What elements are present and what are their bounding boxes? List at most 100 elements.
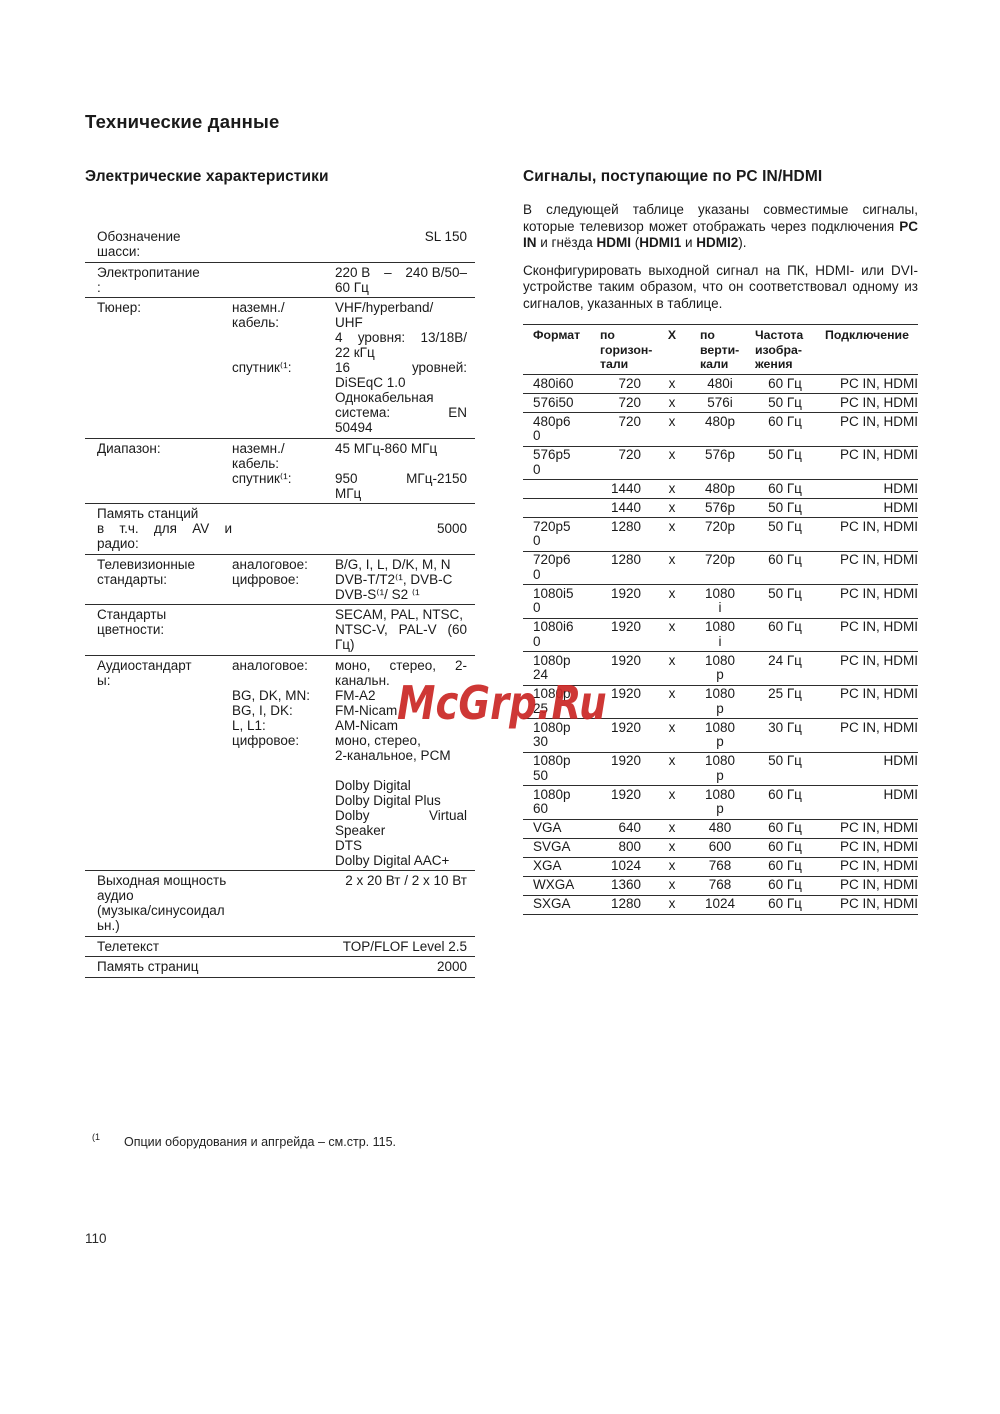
text-line: 60 Гц (768, 839, 802, 854)
table-cell-label: Тюнер: (85, 300, 232, 435)
format-value: 576i50 (533, 394, 574, 410)
table-cell-x: x (653, 619, 691, 649)
text-line: Однокабельная (335, 390, 434, 405)
text-line: PC IN, HDMI (839, 686, 918, 701)
table-cell-frequency: 50 Гц (749, 586, 821, 616)
table-cell-x: x (653, 753, 691, 783)
text-line: 4 уровня: 13/18В/ (335, 330, 467, 345)
table-cell-x: x (653, 552, 691, 582)
table-cell-frequency: 60 Гц (749, 839, 821, 855)
table-row: 1080p25 1920 x 1080p 25 Гц PC IN, HDMI (523, 686, 918, 719)
text-line: x (668, 552, 676, 567)
text-line: SECAM, PAL, NTSC, (335, 607, 464, 622)
table-cell-horizontal: 1920 (585, 619, 653, 649)
text-line: 60 Гц (768, 375, 802, 391)
text-line: 720 (618, 375, 641, 391)
text-line: 2-канальное, PCM (335, 747, 451, 763)
text-line: TOP/FLOF Level 2.5 (342, 938, 467, 954)
text-line: цифровое: (232, 732, 300, 748)
table-cell-frequency: 60 Гц (749, 858, 821, 874)
text-line: 1920 (610, 753, 641, 768)
text-line: моно, стерео, 2- (335, 657, 467, 673)
text-line: x (668, 652, 676, 668)
text-line: 5000 (436, 521, 467, 536)
text-line (232, 330, 335, 345)
text-line: наземн./ (232, 440, 285, 456)
text-line: 60 Гц (335, 279, 369, 295)
table-cell-x: x (653, 786, 691, 817)
table-cell-x: x (653, 652, 691, 683)
table-cell-vertical: 1024 (691, 896, 749, 912)
table-cell-format: WXGA (523, 877, 585, 893)
text-line: x (668, 394, 676, 410)
text-line: 220 В –240 В/50– (335, 264, 467, 280)
text-line: VHF/hyperband/ (335, 300, 434, 315)
text-line: Частота (755, 328, 804, 342)
vertical-value: 600 (708, 839, 732, 854)
vertical-value: 768 (708, 858, 732, 873)
format-value: 576p50 (533, 447, 571, 477)
table-cell-x: x (653, 896, 691, 912)
text-line: Диапазон: (97, 440, 161, 456)
text-line: BG, I, DK: (232, 702, 293, 718)
table-cell-sublabel (232, 506, 335, 551)
format-value: WXGA (533, 877, 575, 892)
table-cell-x: x (653, 858, 691, 874)
table-cell-value: моно, стерео, 2- канальн. FM-A2 FM-Nicam AM-Ni… (335, 658, 475, 868)
table-cell-horizontal: 1920 (585, 653, 653, 683)
table-cell-vertical: 576p (691, 499, 749, 516)
text-line: L, L1: (232, 717, 266, 733)
table-row: 1080i60 1920 x 1080i 60 Гц PC IN, HDMI (523, 619, 918, 652)
bold-text-segment: PC IN (523, 218, 918, 251)
table-cell-format: 1080p50 (523, 753, 585, 783)
text-line: x (668, 786, 676, 802)
table-row: VGA 640 x 480 60 Гц PC IN, HDMI (523, 820, 918, 839)
text-line: Стандарты (97, 607, 167, 622)
table-cell-format (523, 501, 585, 516)
text-line: 640 (618, 820, 641, 835)
table-cell-vertical: 576i (691, 395, 749, 411)
table-row: Телетекст TOP/FLOF Level 2.5 (85, 937, 475, 957)
right-section-heading: Сигналы, поступающие по PC IN/HDMI (523, 168, 823, 185)
table-cell-label: Выходная мощность аудио (музыка/синусоидал… (85, 873, 335, 933)
table-row: Тюнер: наземн./кабель: спутник⁽¹: VHF/hype… (85, 298, 475, 439)
table-cell-x: x (653, 481, 691, 497)
text-line: ьн.) (97, 918, 120, 933)
format-value: SXGA (533, 896, 571, 911)
column-header: Подключение (821, 328, 918, 372)
table-cell-horizontal: 1360 (585, 877, 653, 893)
text-line: 1920 (610, 719, 641, 735)
table-cell-value: 220 В –240 В/50– 60 Гц (335, 265, 475, 295)
column-header: Частота изобра-жения (749, 328, 821, 372)
table-cell-x: x (653, 686, 691, 716)
text-segment: ( (630, 235, 640, 250)
vertical-value: 720p (704, 552, 736, 567)
text-line: ы: (97, 672, 111, 688)
table-cell-format: 1080i60 (523, 619, 585, 649)
table-cell-frequency: 60 Гц (749, 375, 821, 392)
text-line: 1920 (610, 786, 641, 802)
text-line: B/G, I, L, D/K, M, N (335, 556, 451, 572)
text-line: 60 Гц (768, 858, 802, 873)
table-cell-value: B/G, I, L, D/K, M, N DVB-T/T2⁽¹, DVB-C DVB… (335, 557, 475, 602)
vertical-value: 576p (704, 447, 736, 462)
vertical-value: 576p (704, 499, 736, 515)
table-cell-frequency: 60 Гц (749, 414, 821, 444)
text-line: 24 Гц (768, 652, 802, 668)
text-line: FM-Nicam (335, 702, 398, 718)
text-line: 50 Гц (768, 499, 802, 515)
text-line: x (668, 585, 676, 601)
table-cell-format (523, 482, 585, 497)
vertical-value: 768 (708, 877, 732, 892)
table-row: 1080p60 1920 x 1080p 60 Гц HDMI (523, 786, 918, 820)
table-cell-format: 480i60 (523, 376, 585, 392)
table-cell-connection: PC IN, HDMI (821, 552, 918, 582)
vertical-value: 1080p (704, 753, 736, 783)
table-row: Электропитание: 220 В –240 В/50– 60 Гц (85, 263, 475, 298)
table-cell-value: SECAM, PAL, NTSC, NTSC-V, PAL-V (60 Гц) (335, 607, 475, 652)
text-line: x (668, 619, 676, 634)
text-line: SL 150 (424, 229, 467, 244)
text-line: жения (755, 357, 793, 371)
text-line: Speaker (335, 822, 386, 838)
